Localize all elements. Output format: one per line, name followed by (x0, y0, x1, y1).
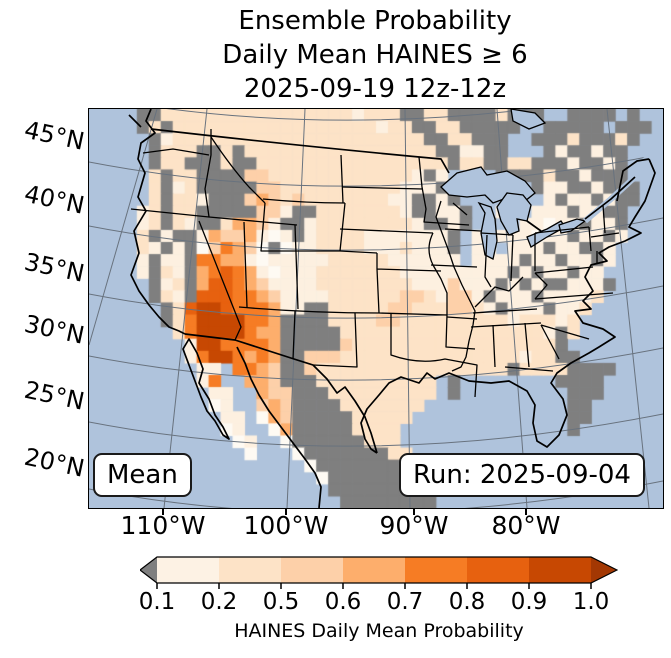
colorbar-under-arrow (140, 557, 157, 583)
colorbar-bar (139, 556, 619, 589)
lon-label: 80°W (491, 511, 561, 540)
mean-badge: Mean (93, 453, 192, 497)
lon-tick (162, 508, 164, 515)
great-lakes (440, 109, 587, 260)
lon-tick (285, 508, 287, 515)
colorbar-over-arrow (591, 557, 617, 583)
mean-badge-label: Mean (107, 460, 178, 490)
colorbar-ticks (156, 583, 592, 589)
vancouver-island (128, 114, 142, 128)
map-panel: Mean Run: 2025-09-04 (88, 108, 664, 509)
title-line-3: 2025-09-19 12z-12z (243, 74, 507, 104)
figure-title: Ensemble Probability Daily Mean HAINES ≥… (88, 4, 662, 106)
colorbar-tick-label: 1.0 (572, 589, 610, 615)
mexico-west-coast (236, 346, 322, 508)
run-badge-label: Run: 2025-09-04 (413, 460, 631, 490)
lat-label: 35°N (21, 247, 87, 288)
lon-label: 100°W (243, 511, 329, 540)
lon-label: 110°W (120, 511, 206, 540)
canada-border (150, 128, 450, 174)
atlantic-gulf-coast (360, 158, 656, 454)
coastlines (128, 109, 656, 508)
lat-label: 45°N (21, 115, 87, 156)
colorbar-label: HAINES Daily Mean Probability (234, 620, 524, 642)
colorbar-tick-label: 0.2 (200, 589, 238, 615)
colorbar-segment (343, 557, 405, 583)
colorbar-segment (219, 557, 281, 583)
lat-label: 30°N (21, 309, 87, 350)
title-line-2: Daily Mean HAINES ≥ 6 (222, 40, 528, 70)
title-line-1: Ensemble Probability (238, 6, 512, 36)
lat-label: 20°N (21, 442, 87, 483)
colorbar-segment (157, 557, 219, 583)
lon-tick (525, 508, 527, 515)
colorbar-segment (281, 557, 343, 583)
lake-huron (496, 192, 532, 236)
colorbar: 0.1 0.2 0.5 0.6 0.7 0.8 0.9 1.0 HAINES Daily Me… (139, 556, 619, 642)
map-overlay (89, 109, 663, 508)
pacific-coast (130, 109, 186, 335)
colorbar-tick-label: 0.6 (324, 589, 362, 615)
lake-michigan (477, 201, 498, 260)
lake-ontario (558, 218, 587, 234)
colorbar-tick-label: 0.9 (510, 589, 548, 615)
lat-label: 40°N (21, 179, 87, 220)
james-bay (510, 109, 547, 130)
colorbar-tick-label: 0.8 (448, 589, 486, 615)
colorbar-tick-label: 0.5 (262, 589, 300, 615)
colorbar-segment (467, 557, 529, 583)
colorbar-segments (157, 557, 591, 583)
run-badge: Run: 2025-09-04 (399, 453, 645, 497)
lon-tick (413, 508, 415, 515)
colorbar-segment (529, 557, 591, 583)
lon-label: 90°W (379, 511, 449, 540)
canada-border-east (526, 158, 650, 232)
colorbar-segment (405, 557, 467, 583)
mexico-border (184, 333, 378, 454)
state-borders (130, 129, 620, 398)
colorbar-tick-label: 0.7 (386, 589, 424, 615)
colorbar-tick-label: 0.1 (138, 589, 176, 615)
lat-label: 25°N (21, 375, 87, 416)
baja-peninsula-coast (182, 338, 230, 440)
